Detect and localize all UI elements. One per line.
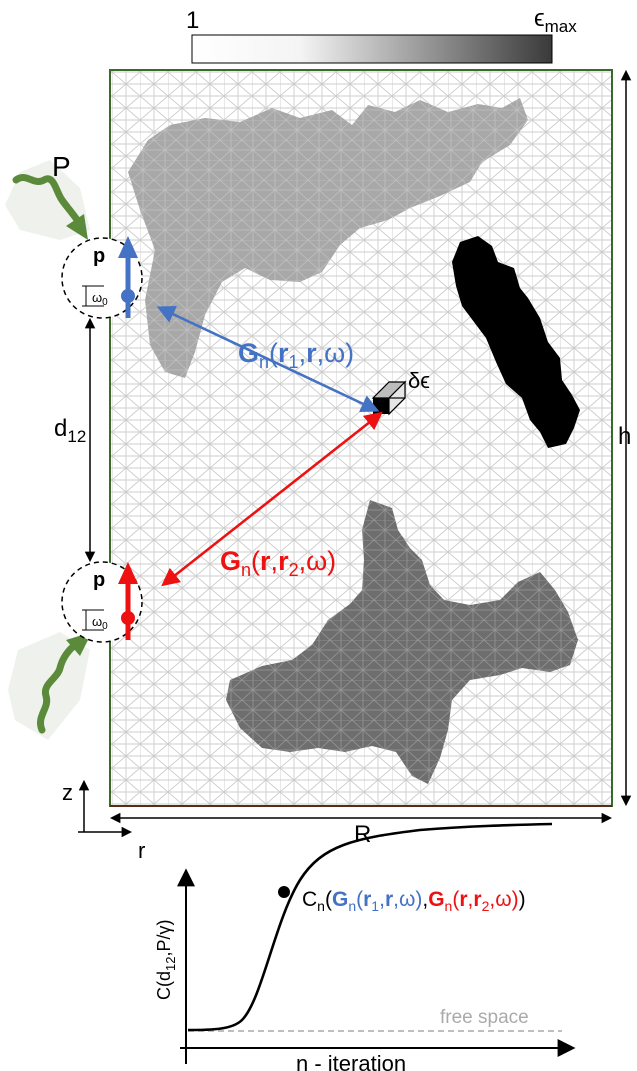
convergence-plot: free space C(d12,P/γ) n - iteration Cn(G… bbox=[154, 822, 576, 1071]
colorbar-gradient bbox=[191, 34, 553, 64]
curve-label: Cn(Gn(r1,r,ω),Gn(r,r2,ω)) bbox=[302, 888, 526, 914]
plot-y-label: C(d12,P/γ) bbox=[154, 920, 178, 1001]
dipole-top-freq: ω0 bbox=[92, 290, 108, 308]
pump-label: P bbox=[52, 151, 71, 182]
pump-photon-bottom bbox=[8, 632, 92, 740]
green-function-1-arrow bbox=[156, 305, 380, 413]
colorbar: 1 ϵmax bbox=[186, 5, 577, 64]
dipole-bottom-label: p bbox=[93, 569, 105, 591]
coordinate-axes: z r bbox=[62, 779, 145, 863]
colorbar-min-label: 1 bbox=[186, 7, 199, 34]
dipole-source-top: p ω0 bbox=[61, 236, 143, 319]
convergence-point-marker bbox=[278, 886, 290, 898]
pump-photon-top: P bbox=[5, 151, 90, 240]
dipole-source-bottom: p ω0 bbox=[61, 561, 143, 643]
h-label: h bbox=[618, 423, 631, 450]
R-label: R bbox=[354, 821, 371, 848]
region-dark bbox=[452, 236, 580, 448]
region-light bbox=[128, 98, 528, 378]
wavy-arrow-icon bbox=[37, 640, 80, 734]
d12-label: d12 bbox=[54, 415, 86, 446]
dipole-top-label: p bbox=[93, 245, 105, 267]
z-axis-label: z bbox=[62, 780, 73, 805]
simulation-domain bbox=[109, 69, 613, 807]
plot-x-label: n - iteration bbox=[296, 1051, 406, 1071]
wavy-arrow-icon bbox=[12, 174, 84, 228]
convergence-curve bbox=[187, 822, 553, 1032]
colorbar-max-label: ϵmax bbox=[534, 5, 577, 36]
r-axis-label: r bbox=[138, 838, 145, 863]
perturbation-label: δϵ bbox=[408, 368, 430, 393]
green-function-1-label: Gn(r1,r,ω) bbox=[238, 338, 354, 372]
region-mid bbox=[226, 500, 578, 784]
free-space-label: free space bbox=[440, 1007, 529, 1028]
dipole-bottom-freq: ω0 bbox=[92, 614, 108, 632]
green-function-2-label: Gn(r,r2,ω) bbox=[220, 546, 336, 580]
green-function-2-arrow bbox=[161, 411, 383, 587]
perturbation-voxel: δϵ bbox=[371, 368, 430, 416]
